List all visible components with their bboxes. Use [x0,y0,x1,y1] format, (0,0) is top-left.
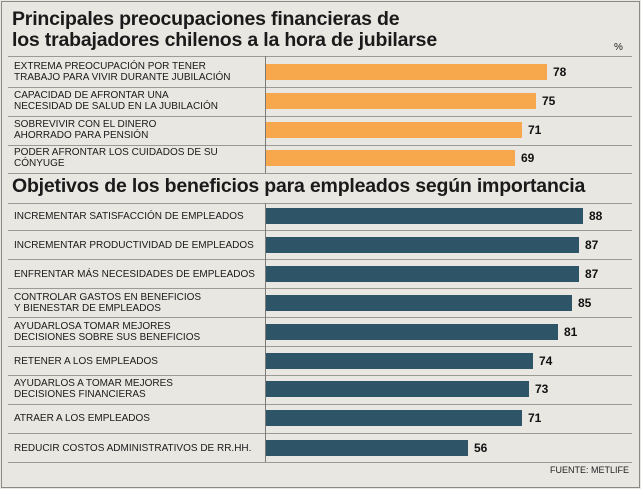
row-separator [8,346,632,347]
category-label: CONTROLAR GASTOS EN BENEFICIOS Y BIENESTA… [14,291,262,315]
category-label-text: INCREMENTAR SATISFACCIÓN DE EMPLEADOS [14,210,244,222]
chart-2-title: Objetivos de los beneficios para emplead… [12,175,586,197]
row-separator [8,56,632,57]
data-label: 75 [542,94,556,108]
source-note: FUENTE: METLIFE [549,465,629,475]
category-label-text: ATRAER A LOS EMPLEADOS [14,412,150,424]
bar [266,324,558,340]
category-label: SOBREVIVIR CON EL DINERO AHORRADO PARA PE… [14,118,262,142]
category-label-text: INCREMENTAR PRODUCTIVIDAD DE EMPLEADOS [14,239,254,251]
bar [266,93,536,109]
category-label-text: SOBREVIVIR CON EL DINERO AHORRADO PARA PE… [14,119,157,141]
unit-label: % [614,42,623,53]
bar [266,295,572,311]
row-separator [8,259,632,260]
row-separator [8,317,632,318]
bar [266,381,529,397]
data-label: 81 [564,325,578,339]
category-label: INCREMENTAR PRODUCTIVIDAD DE EMPLEADOS [14,233,262,257]
category-label: AYUDARLOSA TOMAR MEJORES DECISIONES SOBRE… [14,320,262,344]
data-label: 71 [528,411,542,425]
bar [266,410,522,426]
category-label: PODER AFRONTAR LOS CUIDADOS DE SU CÓNYUG… [14,146,262,170]
category-label: REDUCIR COSTOS ADMINISTRATIVOS DE RR.HH. [14,436,262,460]
row-separator [8,462,632,463]
category-label-text: CAPACIDAD DE AFRONTAR UNA NECESIDAD DE SA… [14,90,218,112]
category-label: ATRAER A LOS EMPLEADOS [14,406,262,430]
bar [266,122,522,138]
data-label: 87 [585,238,599,252]
category-label-text: AYUDARLOSA TOMAR MEJORES DECISIONES SOBRE… [14,321,201,343]
row-separator [8,203,632,204]
category-label: CAPACIDAD DE AFRONTAR UNA NECESIDAD DE SA… [14,89,262,113]
category-label: AYUDARLOS A TOMAR MEJORES DECISIONES FINA… [14,377,262,401]
category-label-text: RETENER A LOS EMPLEADOS [14,355,158,367]
category-label-text: AYUDARLOS A TOMAR MEJORES DECISIONES FINA… [14,378,173,400]
category-label-text: EXTREMA PREOCUPACIÓN POR TENER TRABAJO PA… [14,61,231,83]
bar [266,237,579,253]
category-label: EXTREMA PREOCUPACIÓN POR TENER TRABAJO PA… [14,60,262,84]
row-separator [8,87,632,88]
row-separator [8,404,632,405]
row-separator [8,230,632,231]
chart-1-title-line-1: Principales preocupaciones financieras d… [12,8,400,30]
data-label: 78 [553,65,567,79]
bar [266,440,468,456]
chart-1-title: Principales preocupaciones financieras d… [12,9,437,51]
category-label: ENFRENTAR MÁS NECESIDADES DE EMPLEADOS [14,262,262,286]
data-label: 69 [521,151,535,165]
axis-line [265,56,266,173]
row-separator [8,375,632,376]
data-label: 71 [528,123,542,137]
category-label-text: PODER AFRONTAR LOS CUIDADOS DE SU CÓNYUG… [14,147,218,169]
data-label: 74 [539,354,553,368]
data-label: 73 [535,382,549,396]
bar [266,266,579,282]
category-label-text: ENFRENTAR MÁS NECESIDADES DE EMPLEADOS [14,268,255,280]
row-separator [8,288,632,289]
row-separator [8,145,632,146]
row-separator [8,116,632,117]
data-label: 87 [585,267,599,281]
row-separator [8,173,632,174]
data-label: 88 [589,209,603,223]
bar [266,353,533,369]
data-label: 85 [578,296,592,310]
category-label-text: CONTROLAR GASTOS EN BENEFICIOS Y BIENESTA… [14,292,202,314]
category-label: INCREMENTAR SATISFACCIÓN DE EMPLEADOS [14,204,262,228]
axis-line [265,203,266,462]
category-label: RETENER A LOS EMPLEADOS [14,349,262,373]
data-label: 56 [474,441,488,455]
chart-1-title-line-2: los trabajadores chilenos a la hora de j… [12,29,437,51]
row-separator [8,433,632,434]
category-label-text: REDUCIR COSTOS ADMINISTRATIVOS DE RR.HH. [14,442,252,454]
bar [266,208,583,224]
bar [266,64,547,80]
bar [266,150,515,166]
